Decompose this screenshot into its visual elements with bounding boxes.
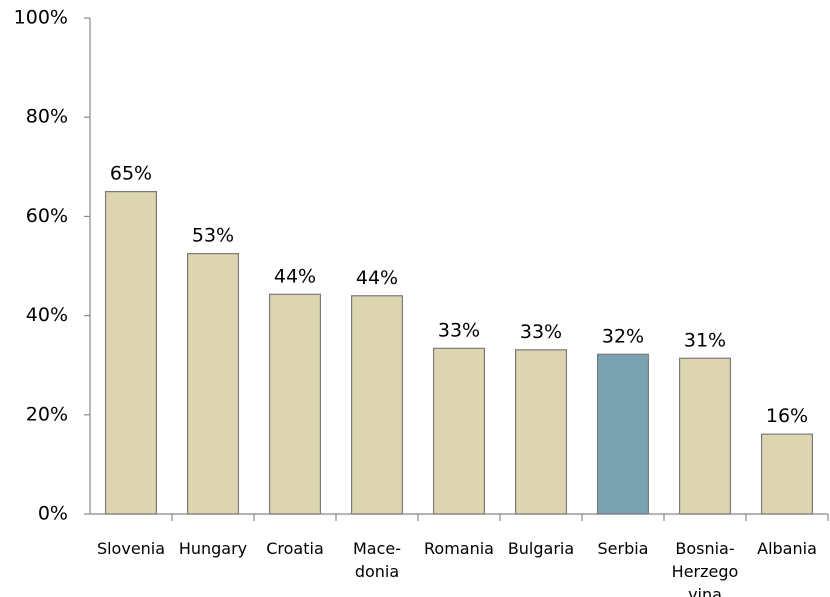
x-tick-label: Mace-donia [353,539,401,581]
x-tick-label: Hungary [179,539,247,558]
y-tick-label: 80% [26,106,68,128]
x-tick-label: Romania [424,539,494,558]
data-label: 44% [274,265,316,287]
data-label: 65% [110,163,152,185]
y-tick-label: 40% [26,304,68,326]
bar [514,349,568,515]
bar [268,293,322,515]
bar [678,357,732,515]
y-tick-label: 20% [26,403,68,425]
bar [432,347,486,515]
x-tick-label: Slovenia [97,539,165,558]
data-label: 33% [438,319,480,341]
bar [186,253,240,515]
y-tick-label: 100% [14,7,68,29]
data-label: 16% [766,405,808,427]
x-tick-label: Bulgaria [508,539,574,558]
data-label: 32% [602,325,644,347]
x-tick-label: Albania [757,539,817,558]
y-tick-label: 0% [38,503,68,525]
data-label: 53% [192,225,234,247]
data-label: 31% [684,329,726,351]
y-tick-label: 60% [26,205,68,227]
data-label: 44% [356,267,398,289]
bar [104,191,158,515]
bar [596,353,650,515]
x-tick-label: Bosnia-Herzego vina [672,539,739,597]
x-tick-label: Serbia [598,539,649,558]
bar [350,295,404,515]
data-label: 33% [520,321,562,343]
bar [760,433,814,515]
x-tick-label: Croatia [266,539,324,558]
